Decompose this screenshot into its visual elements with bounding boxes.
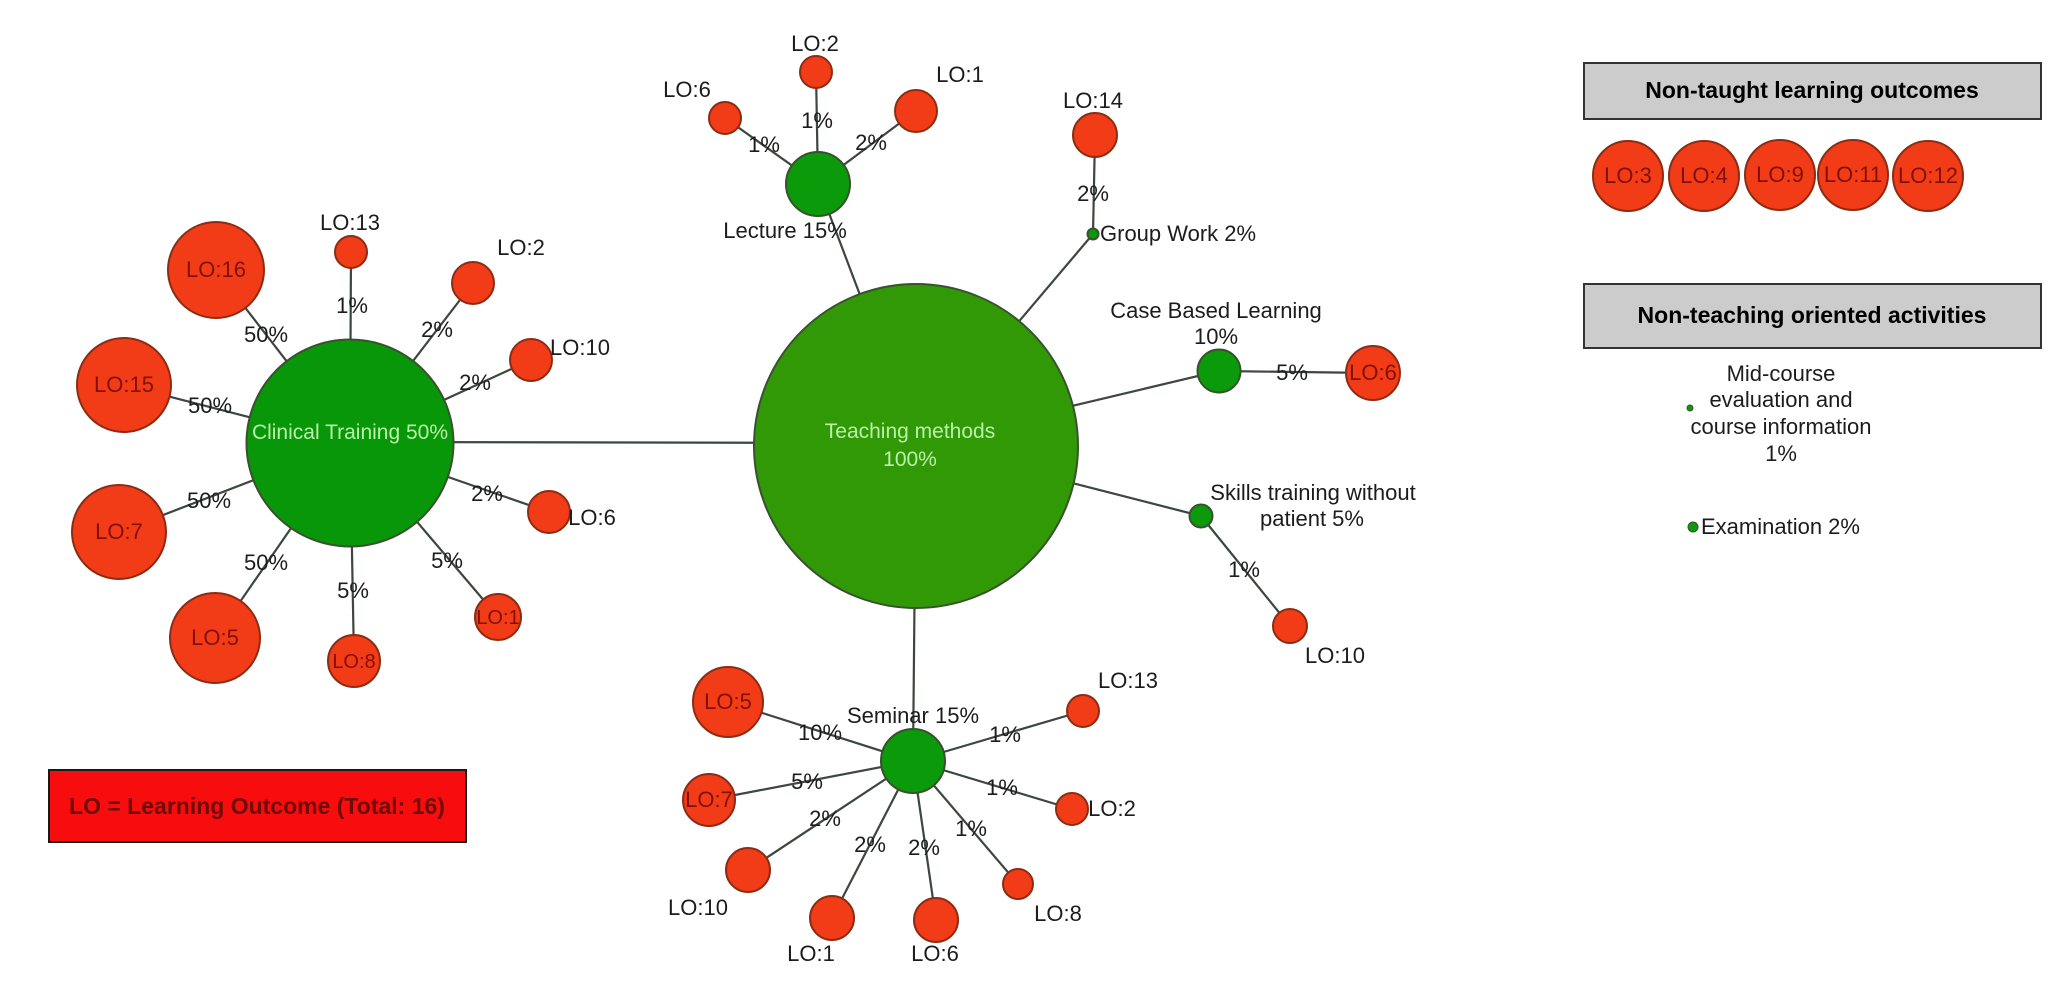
svg-text:1%: 1% <box>986 775 1018 800</box>
svg-text:50%: 50% <box>244 550 288 575</box>
svg-text:1%: 1% <box>336 293 368 318</box>
svg-text:2%: 2% <box>908 835 940 860</box>
svg-text:LO:12: LO:12 <box>1898 163 1958 188</box>
svg-text:1%: 1% <box>1228 557 1260 582</box>
svg-text:LO:4: LO:4 <box>1680 163 1728 188</box>
svg-text:Mid-course: Mid-course <box>1727 361 1836 386</box>
svg-text:1%: 1% <box>748 132 780 157</box>
svg-text:LO:13: LO:13 <box>320 210 380 235</box>
svg-text:LO:1: LO:1 <box>787 941 835 966</box>
svg-text:1%: 1% <box>955 816 987 841</box>
svg-text:1%: 1% <box>1765 441 1797 466</box>
svg-text:LO:2: LO:2 <box>497 235 545 260</box>
svg-text:LO:15: LO:15 <box>94 372 154 397</box>
svg-text:LO:6: LO:6 <box>1349 360 1397 385</box>
svg-text:course information: course information <box>1691 414 1872 439</box>
svg-text:Teaching methods: Teaching methods <box>825 420 995 443</box>
svg-text:LO:11: LO:11 <box>1824 162 1882 187</box>
svg-text:5%: 5% <box>431 548 463 573</box>
svg-text:1%: 1% <box>989 722 1021 747</box>
svg-text:patient 5%: patient 5% <box>1260 506 1364 531</box>
svg-text:LO:6: LO:6 <box>568 505 616 530</box>
svg-text:LO:1: LO:1 <box>936 62 984 87</box>
svg-text:2%: 2% <box>809 806 841 831</box>
svg-text:LO:1: LO:1 <box>476 607 519 629</box>
svg-text:Case Based Learning: Case Based Learning <box>1110 298 1322 323</box>
svg-text:2%: 2% <box>855 130 887 155</box>
svg-text:LO:3: LO:3 <box>1604 163 1652 188</box>
svg-text:50%: 50% <box>187 488 231 513</box>
svg-text:LO:9: LO:9 <box>1756 162 1804 187</box>
svg-text:LO:8: LO:8 <box>332 651 375 673</box>
svg-text:LO:16: LO:16 <box>186 257 246 282</box>
svg-text:1%: 1% <box>801 108 833 133</box>
svg-text:LO:7: LO:7 <box>95 519 143 544</box>
svg-text:Examination 2%: Examination 2% <box>1701 514 1860 539</box>
svg-text:2%: 2% <box>1077 181 1109 206</box>
svg-text:5%: 5% <box>1276 360 1308 385</box>
svg-text:10%: 10% <box>1194 324 1238 349</box>
svg-text:LO:6: LO:6 <box>663 77 711 102</box>
svg-text:Lecture 15%: Lecture 15% <box>723 218 847 243</box>
svg-text:LO:13: LO:13 <box>1098 668 1158 693</box>
svg-text:Non-taught learning outcomes: Non-taught learning outcomes <box>1645 77 1979 103</box>
svg-text:LO:10: LO:10 <box>668 895 728 920</box>
svg-text:50%: 50% <box>188 393 232 418</box>
svg-text:5%: 5% <box>337 578 369 603</box>
svg-text:LO:8: LO:8 <box>1034 901 1082 926</box>
svg-text:50%: 50% <box>244 322 288 347</box>
svg-text:LO:10: LO:10 <box>1305 643 1365 668</box>
svg-text:LO:5: LO:5 <box>191 625 239 650</box>
svg-text:LO:14: LO:14 <box>1063 88 1123 113</box>
svg-text:LO:10: LO:10 <box>550 335 610 360</box>
svg-text:LO:2: LO:2 <box>1088 796 1136 821</box>
svg-text:5%: 5% <box>791 769 823 794</box>
svg-text:evaluation and: evaluation and <box>1709 387 1852 412</box>
svg-text:LO:2: LO:2 <box>791 31 839 56</box>
svg-text:LO:6: LO:6 <box>911 941 959 966</box>
svg-text:2%: 2% <box>471 481 503 506</box>
svg-text:2%: 2% <box>421 317 453 342</box>
svg-text:LO:5: LO:5 <box>704 689 752 714</box>
svg-text:2%: 2% <box>459 370 491 395</box>
svg-text:LO:7: LO:7 <box>685 787 733 812</box>
svg-text:Group Work 2%: Group Work 2% <box>1100 221 1256 246</box>
svg-text:Skills training without: Skills training without <box>1210 480 1415 505</box>
svg-text:10%: 10% <box>798 720 842 745</box>
svg-text:LO = Learning Outcome (Total:: LO = Learning Outcome (Total: 16) <box>69 793 445 819</box>
svg-text:2%: 2% <box>854 832 886 857</box>
svg-text:Non-teaching oriented activiti: Non-teaching oriented activities <box>1638 302 1987 328</box>
svg-text:Clinical Training 50%: Clinical Training 50% <box>252 421 448 444</box>
svg-text:Seminar 15%: Seminar 15% <box>847 703 979 728</box>
svg-text:100%: 100% <box>883 448 937 471</box>
